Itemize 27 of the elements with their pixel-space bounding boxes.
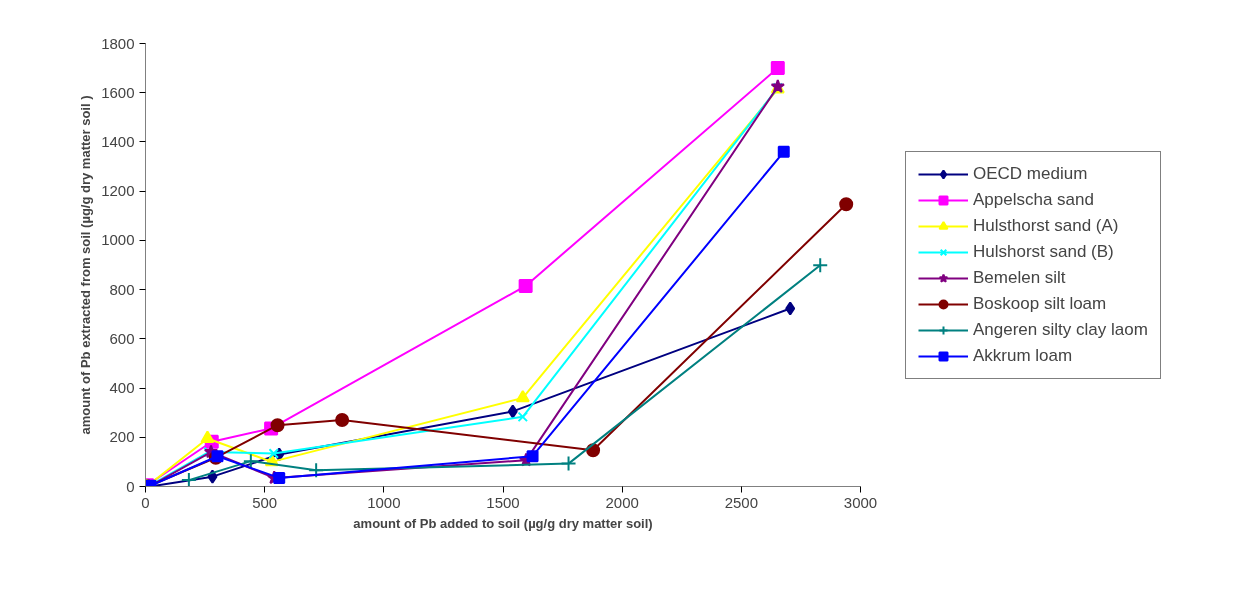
- x-tick-label: 3000: [843, 493, 878, 511]
- y-tick-label: 800: [109, 280, 135, 298]
- y-tick-label: 1400: [101, 132, 135, 150]
- legend-label: Boskoop silt loam: [973, 293, 1107, 314]
- x-axis-title: amount of Pb added to soil (µg/g dry matter soil): [353, 515, 653, 531]
- x-tick-label: 1500: [486, 493, 520, 511]
- x-tick-label: 0: [141, 493, 150, 511]
- x-tick-label: 2500: [724, 493, 759, 511]
- x-tick-label: 2000: [605, 493, 639, 511]
- legend-label: Hulshorst sand (B): [973, 241, 1114, 262]
- legend-label: OECD medium: [973, 163, 1088, 184]
- x-tick-label: 1000: [367, 493, 401, 511]
- y-tick-label: 1200: [101, 182, 135, 200]
- y-tick-label: 1800: [101, 34, 135, 52]
- y-tick-label: 1600: [101, 83, 135, 101]
- legend-label: Hulsthorst sand (A): [973, 215, 1119, 236]
- x-tick-label: 500: [252, 493, 278, 511]
- y-tick-label: 200: [109, 428, 135, 446]
- legend-label: Appelscha sand: [973, 189, 1094, 210]
- y-tick-label: 1000: [101, 231, 135, 249]
- y-axis-title: amount of Pb extracted from soil (µg/g dry matter soil ): [78, 95, 94, 435]
- y-tick-label: 600: [109, 329, 135, 347]
- y-tick-label: 0: [126, 477, 135, 495]
- legend-label: Bemelen silt: [973, 267, 1066, 288]
- legend-label: Angeren silty clay laom: [973, 319, 1148, 340]
- legend-label: Akkrum loam: [973, 345, 1073, 366]
- y-tick-label: 400: [109, 379, 135, 397]
